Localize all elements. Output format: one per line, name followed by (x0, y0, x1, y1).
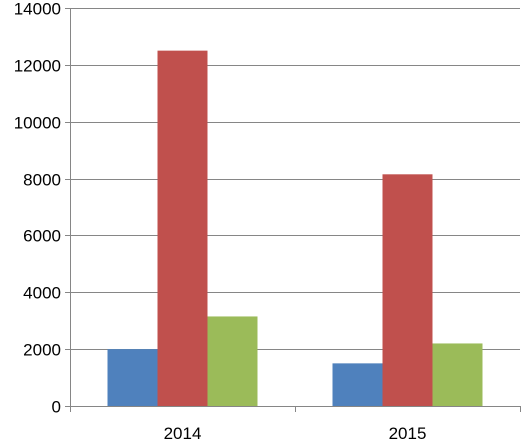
bars (107, 50, 483, 407)
x-category-label: 2015 (389, 424, 427, 441)
bar (107, 349, 158, 406)
y-tick-label: 0 (52, 398, 61, 417)
y-tick-label: 12000 (14, 57, 61, 76)
y-tick-label: 4000 (23, 284, 61, 303)
y-tick-label: 2000 (23, 341, 61, 360)
bar (332, 363, 383, 406)
axes (65, 8, 521, 412)
x-category-label: 2014 (164, 424, 202, 441)
gridlines (70, 8, 520, 350)
y-tick-label: 6000 (23, 227, 61, 246)
y-tick-label: 8000 (23, 171, 61, 190)
y-tick-label: 14000 (14, 0, 61, 19)
bar (207, 316, 258, 406)
y-tick-label: 10000 (14, 114, 61, 133)
bar (382, 174, 433, 406)
bar (432, 343, 483, 406)
bar (157, 50, 208, 407)
x-category-labels: 2014 2015 (164, 424, 427, 441)
y-tick-labels: 0 2000 4000 6000 8000 10000 12000 14000 (14, 0, 61, 417)
